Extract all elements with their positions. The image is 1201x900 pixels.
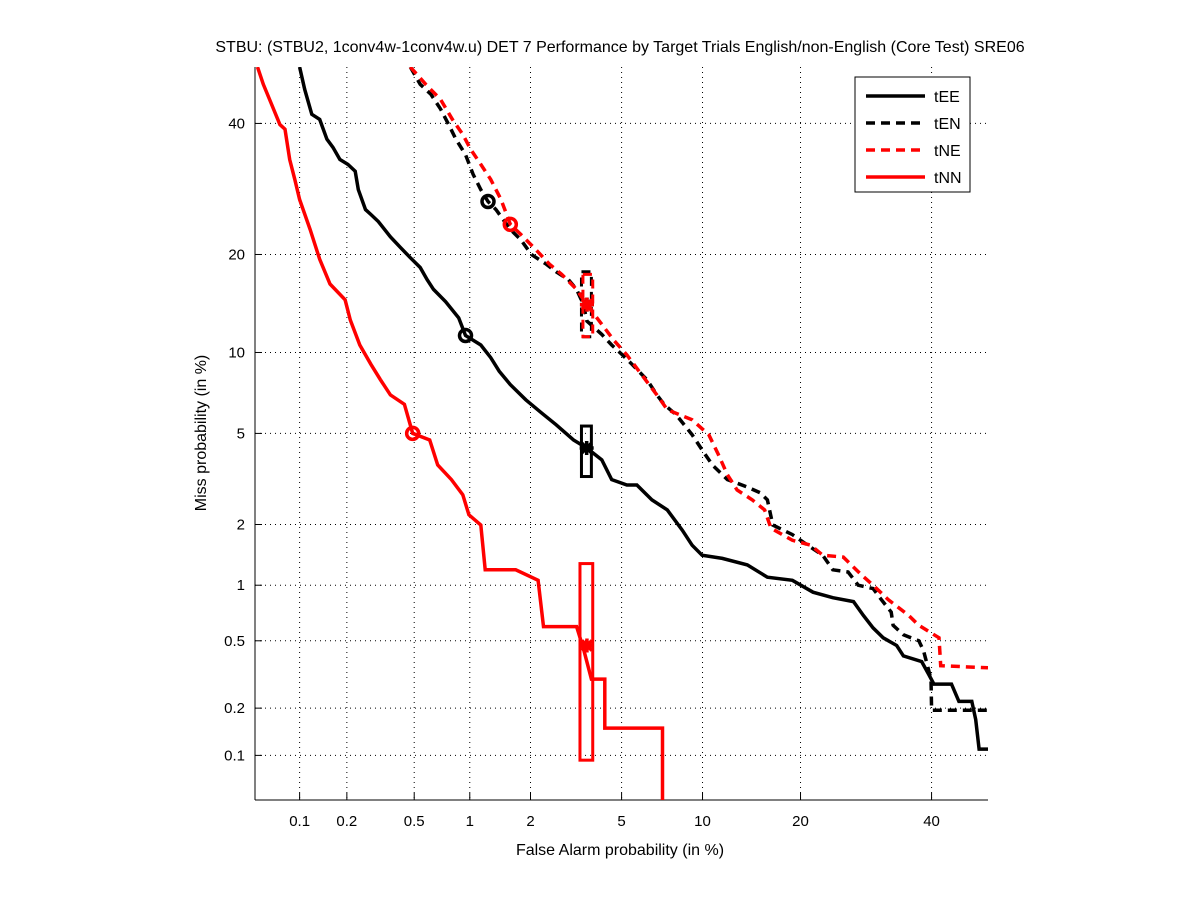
confidence-box-tNN xyxy=(578,562,595,762)
legend: tEE tEN tNE tNN xyxy=(854,76,971,193)
legend-label-tEN: tEN xyxy=(934,116,961,133)
y-tick-label: 5 xyxy=(237,425,245,442)
y-tick-label: 1 xyxy=(237,577,245,594)
series-line-tNE xyxy=(408,67,988,670)
plot-area xyxy=(255,67,988,800)
x-axis-label: False Alarm probability (in %) xyxy=(516,842,724,859)
y-tick-label: 10 xyxy=(228,344,245,361)
min-dcf-circle-marker-tEN xyxy=(480,193,496,210)
series-tEE xyxy=(297,67,988,751)
x-tick-label: 2 xyxy=(526,813,534,830)
y-tick-label: 40 xyxy=(228,115,245,132)
y-axis-ticks: 0.1 0.2 0.5 1 2 5 10 20 40 xyxy=(224,115,262,764)
chart-title: STBU: (STBU2, 1conv4w-1conv4w.u) DET 7 P… xyxy=(215,39,1024,56)
actual-dcf-star-marker-tNN xyxy=(579,638,594,653)
series-tNE xyxy=(408,67,988,670)
x-tick-label: 0.5 xyxy=(404,813,425,830)
axes xyxy=(254,67,988,801)
x-tick-label: 0.2 xyxy=(336,813,357,830)
series-line-tEN xyxy=(408,67,988,713)
actual-dcf-star-marker-tEE xyxy=(579,441,594,455)
x-tick-label: 0.1 xyxy=(289,813,310,830)
y-tick-label: 20 xyxy=(228,246,245,263)
y-axis-label: Miss probability (in %) xyxy=(193,355,210,511)
y-tick-label: 0.1 xyxy=(224,747,245,764)
min-dcf-circle-marker-tEE xyxy=(457,327,474,344)
y-tick-label: 0.5 xyxy=(224,633,245,650)
legend-label-tNN: tNN xyxy=(934,170,962,187)
y-tick-label: 0.2 xyxy=(224,700,245,717)
min-dcf-circle-marker-tNN xyxy=(404,425,421,442)
legend-label-tEE: tEE xyxy=(934,89,960,106)
x-tick-label: 1 xyxy=(466,813,474,830)
min-dcf-circle-marker-tNE xyxy=(502,216,519,233)
legend-label-tNE: tNE xyxy=(934,143,961,160)
grid xyxy=(255,67,988,800)
series-line-tNN xyxy=(255,67,665,800)
actual-dcf-star-marker-tNE xyxy=(579,297,594,312)
y-tick-label: 2 xyxy=(237,516,245,533)
x-tick-label: 10 xyxy=(694,813,711,830)
series-tNN xyxy=(255,67,665,800)
x-tick-label: 5 xyxy=(617,813,625,830)
x-tick-label: 40 xyxy=(923,813,940,830)
x-tick-label: 20 xyxy=(792,813,809,830)
x-axis-ticks: 0.1 0.2 0.5 1 2 5 10 20 40 xyxy=(289,793,940,830)
